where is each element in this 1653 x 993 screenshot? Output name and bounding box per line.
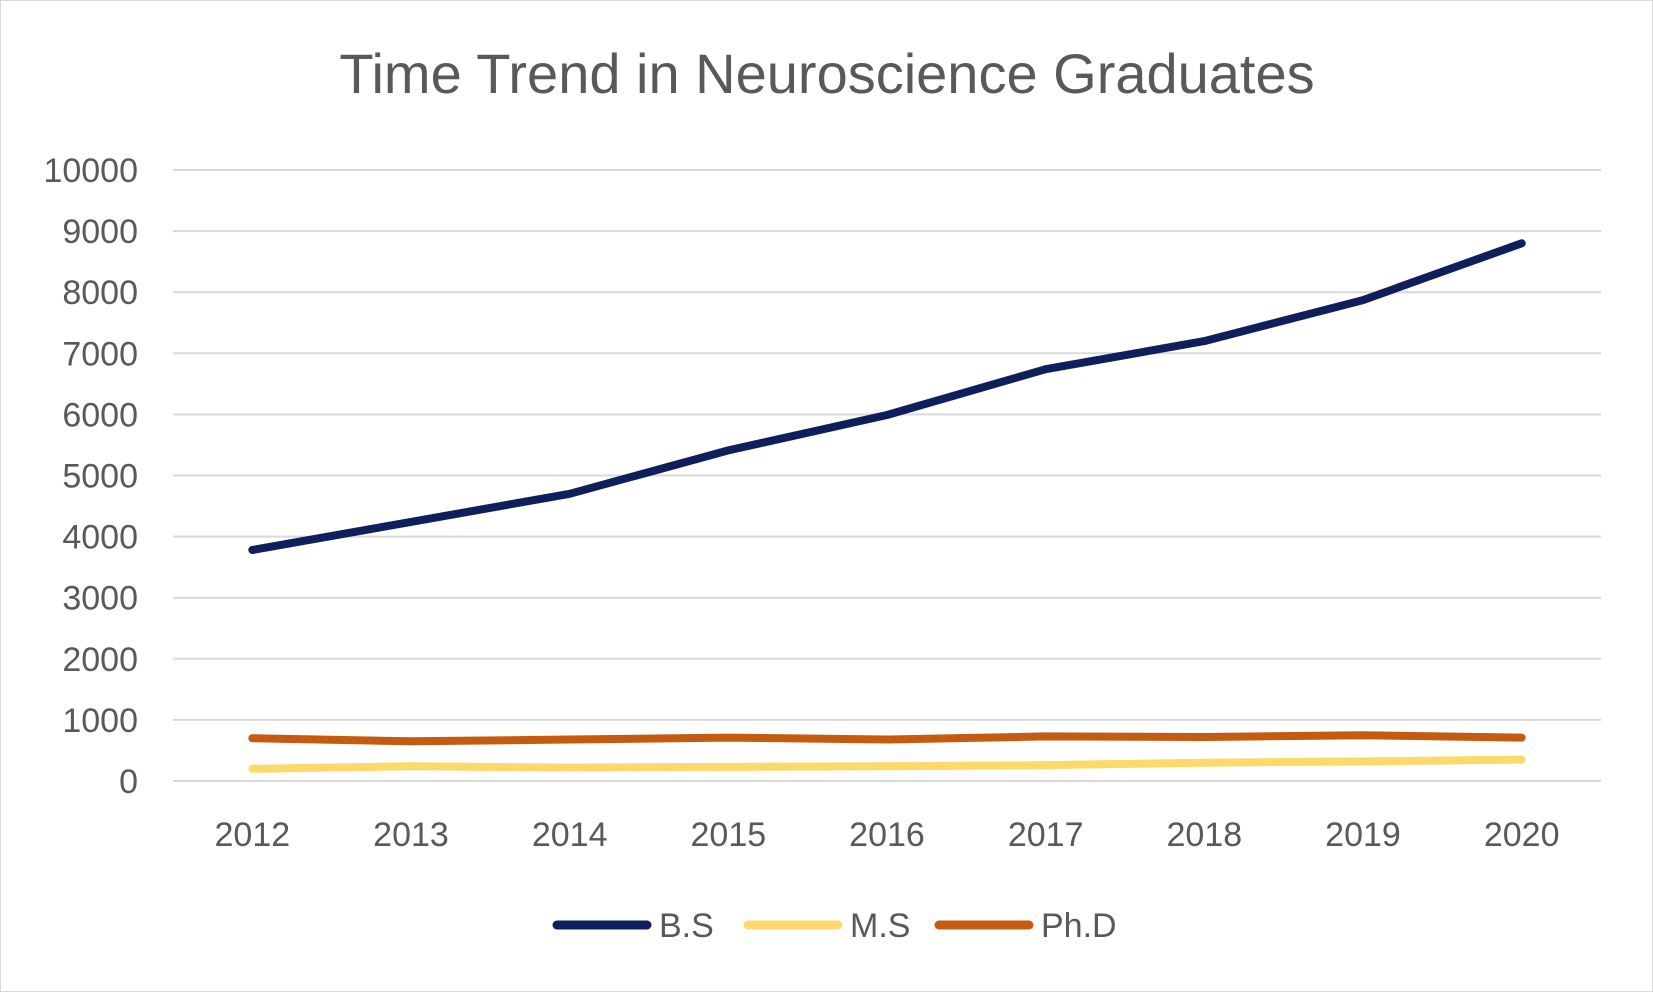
legend-label-ms: M.S (850, 907, 910, 945)
y-tick-label: 6000 (62, 396, 138, 434)
legend-label-bs: B.S (659, 907, 714, 945)
x-axis-tick-labels: 2012 2013 2014 2015 2016 2017 2018 2019 2020 (215, 816, 1560, 854)
y-tick-label: 4000 (62, 519, 138, 557)
x-tick-label: 2012 (215, 816, 291, 854)
x-tick-label: 2019 (1325, 816, 1401, 854)
grid-lines (173, 169, 1601, 782)
x-tick-label: 2015 (691, 816, 767, 854)
x-tick-label: 2020 (1484, 816, 1560, 854)
series-line-ms (248, 755, 1526, 773)
series-line-bs (248, 239, 1526, 554)
y-axis-tick-labels: 0 1000 2000 3000 4000 5000 6000 7000 8000 9000 100… (43, 152, 138, 801)
y-tick-label: 10000 (43, 152, 138, 190)
y-tick-label: 3000 (62, 580, 138, 618)
y-tick-label: 1000 (62, 702, 138, 740)
series-line-phd (248, 731, 1526, 746)
series-lines (248, 239, 1526, 773)
x-tick-label: 2013 (373, 816, 449, 854)
y-tick-label: 2000 (62, 641, 138, 679)
x-tick-label: 2016 (849, 816, 925, 854)
x-tick-label: 2014 (532, 816, 608, 854)
y-tick-label: 9000 (62, 213, 138, 251)
y-tick-label: 0 (119, 763, 138, 801)
x-tick-label: 2018 (1167, 816, 1243, 854)
y-tick-label: 7000 (62, 335, 138, 373)
y-tick-label: 5000 (62, 458, 138, 496)
legend-label-phd: Ph.D (1041, 907, 1117, 945)
chart-title: Time Trend in Neuroscience Graduates (339, 42, 1314, 105)
legend: B.S M.S Ph.D (552, 907, 1117, 945)
y-tick-label: 8000 (62, 274, 138, 312)
x-tick-label: 2017 (1008, 816, 1084, 854)
